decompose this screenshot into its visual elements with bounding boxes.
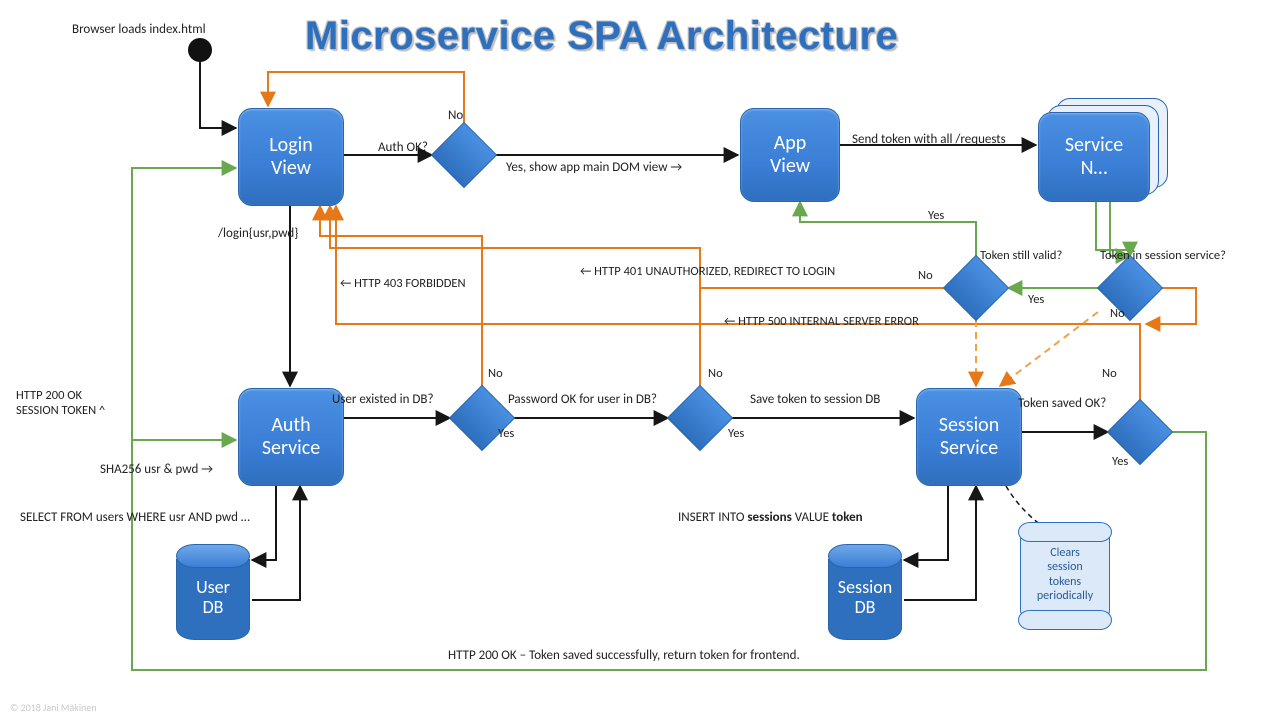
node-label: LoginView [269, 134, 312, 180]
lbl-authok-yes: Yes, show app main DOM view → [506, 160, 682, 175]
decision-auth-ok [431, 122, 496, 187]
lbl-save-token: Save token to session DB [750, 392, 880, 407]
decision-token-still [943, 255, 1008, 320]
lbl-insert: INSERT INTO sessions VALUE token [678, 510, 863, 525]
node-auth-service: AuthService [238, 388, 344, 486]
lbl-token-still-q: Token still valid? [980, 248, 1062, 263]
lbl-login-call: /login{usr,pwd} [218, 226, 298, 241]
lbl-no-d1: No [918, 268, 933, 283]
lbl-pwd-ok-q: Password OK for user in DB? [508, 392, 657, 407]
node-app-view: AppView [740, 108, 840, 202]
edge-userexist-no [320, 206, 482, 386]
cyl-label: UserDB [176, 578, 250, 618]
start-node [188, 38, 212, 62]
lbl-authok-q: Auth OK? [378, 140, 428, 155]
cyl-user-db: UserDB [176, 548, 250, 636]
node-service-n: ServiceN… [1038, 112, 1150, 202]
cyl-session-db: SessionDB [828, 548, 902, 636]
edge-pwd-no [330, 206, 700, 386]
edge-tokenstill-yes [800, 202, 976, 256]
lbl-authok-no: No [448, 108, 463, 123]
lbl-yes-ts: Yes [1112, 454, 1128, 469]
node-label: AppView [770, 132, 810, 178]
lbl-http401: ← HTTP 401 UNAUTHORIZED, REDIRECT TO LOG… [580, 264, 835, 279]
lbl-http200-ret: HTTP 200 OK – Token saved successfully, … [448, 648, 800, 663]
node-login-view: LoginView [238, 108, 344, 206]
edge-auth-userdb-down [252, 486, 276, 560]
edge-db-session-up [904, 486, 976, 600]
lbl-sha256: SHA256 usr & pwd → [100, 462, 213, 477]
footer-copyright: © 2018 Jani Mäkinen [10, 701, 97, 714]
edge-session-db-down [904, 486, 948, 560]
scroll-note: Clearssessiontokensperiodically [1020, 530, 1110, 622]
node-label: SessionService [939, 414, 999, 460]
lbl-select: SELECT FROM users WHERE usr AND pwd … [20, 510, 250, 525]
edge-auth-200-login [132, 168, 236, 440]
lbl-token-in-sess-q: Token in session service? [1100, 248, 1226, 263]
node-session-service: SessionService [916, 388, 1022, 486]
lbl-no-d3: No [488, 366, 503, 381]
lbl-user-exist-q: User existed in DB? [332, 392, 434, 407]
lbl-http403: ← HTTP 403 FORBIDDEN [340, 276, 466, 291]
lbl-no-d2: No [1110, 306, 1125, 321]
decision-token-in-sess [1097, 255, 1162, 320]
lbl-no-d5: No [1102, 366, 1117, 381]
lbl-yes1: Yes [928, 208, 944, 223]
lbl-yes-ue: Yes [498, 426, 514, 441]
lbl-start: Browser loads index.html [72, 22, 206, 37]
lbl-yes2: Yes [1028, 292, 1044, 307]
node-label: AuthService [262, 414, 320, 460]
lbl-no-d4: No [708, 366, 723, 381]
lbl-http200-token: HTTP 200 OKSESSION TOKEN ^ [16, 388, 105, 418]
edge-start-login [200, 62, 236, 128]
lbl-send-token: Send token with all /requests [852, 132, 1006, 147]
node-label: ServiceN… [1065, 134, 1123, 180]
decision-pwd-ok [667, 385, 732, 450]
scroll-text: Clearssessiontokensperiodically [1026, 546, 1104, 606]
lbl-http500: ← HTTP 500 INTERNAL SERVER ERROR [724, 314, 919, 329]
lbl-yes-pwd: Yes [728, 426, 744, 441]
lbl-token-saved-q: Token saved OK? [1018, 396, 1106, 411]
cyl-label: SessionDB [828, 578, 902, 618]
